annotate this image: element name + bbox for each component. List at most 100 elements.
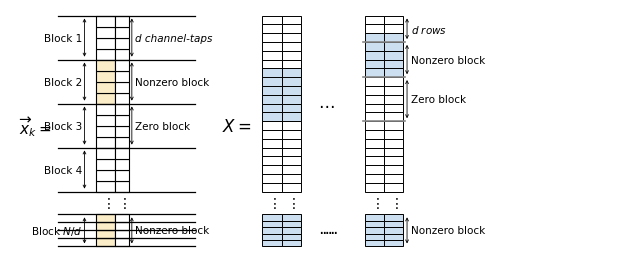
Bar [262, 52, 282, 60]
Bar [262, 95, 282, 104]
Text: Block 2: Block 2 [44, 77, 83, 87]
Bar [365, 25, 384, 34]
Bar [365, 17, 384, 25]
Text: $d$ rows: $d$ rows [411, 24, 447, 36]
Bar [384, 240, 403, 246]
Bar [96, 115, 115, 126]
Bar [115, 104, 129, 115]
Bar [115, 126, 129, 137]
Bar [115, 38, 129, 49]
Bar [365, 148, 384, 157]
Bar [115, 82, 129, 93]
Bar [365, 60, 384, 69]
Text: $\cdots$: $\cdots$ [318, 95, 335, 113]
Text: $\vdots$: $\vdots$ [286, 196, 296, 211]
Bar [384, 25, 403, 34]
Bar [262, 78, 282, 87]
Bar [282, 240, 301, 246]
Bar [282, 148, 301, 157]
Bar [282, 227, 301, 234]
Bar [365, 122, 384, 131]
Bar [262, 240, 282, 246]
Bar [384, 60, 403, 69]
Bar [115, 71, 129, 82]
Bar [262, 234, 282, 240]
Bar [115, 223, 129, 231]
Bar [365, 234, 384, 240]
Bar [282, 113, 301, 122]
Text: d channel-taps: d channel-taps [135, 34, 212, 43]
Text: Nonzero block: Nonzero block [135, 226, 209, 235]
Bar [365, 130, 384, 139]
Bar [262, 34, 282, 43]
Text: $\vdots$: $\vdots$ [369, 196, 380, 211]
Bar [262, 60, 282, 69]
Bar [365, 113, 384, 122]
Text: Nonzero block: Nonzero block [411, 55, 485, 65]
Bar [365, 43, 384, 52]
Bar [282, 122, 301, 131]
Bar [365, 166, 384, 174]
Bar [96, 159, 115, 170]
Bar [262, 130, 282, 139]
Bar [384, 166, 403, 174]
Bar [262, 157, 282, 166]
Bar [384, 43, 403, 52]
Bar [96, 93, 115, 104]
Bar [262, 17, 282, 25]
Bar [262, 69, 282, 78]
Bar [384, 104, 403, 113]
Bar [282, 234, 301, 240]
Bar [282, 60, 301, 69]
Bar [365, 227, 384, 234]
Bar [282, 166, 301, 174]
Bar [96, 170, 115, 181]
Bar [262, 221, 282, 227]
Bar [96, 49, 115, 60]
Bar [282, 34, 301, 43]
Bar [365, 78, 384, 87]
Bar [96, 71, 115, 82]
Bar [96, 231, 115, 239]
Bar [115, 181, 129, 192]
Bar [262, 139, 282, 148]
Bar [282, 157, 301, 166]
Text: Nonzero block: Nonzero block [411, 226, 485, 235]
Bar [282, 78, 301, 87]
Bar [115, 137, 129, 148]
Bar [115, 148, 129, 159]
Text: Zero block: Zero block [135, 121, 190, 131]
Text: Block 1: Block 1 [44, 34, 83, 43]
Bar [365, 69, 384, 78]
Bar [365, 104, 384, 113]
Bar [115, 159, 129, 170]
Bar [96, 148, 115, 159]
Text: Block 3: Block 3 [44, 121, 83, 131]
Text: Nonzero block: Nonzero block [135, 77, 209, 87]
Text: $\vdots$: $\vdots$ [100, 196, 111, 211]
Bar [282, 221, 301, 227]
Bar [384, 69, 403, 78]
Bar [96, 223, 115, 231]
Bar [365, 221, 384, 227]
Bar [365, 157, 384, 166]
Bar [365, 87, 384, 95]
Text: $\cdots$: $\cdots$ [318, 221, 335, 239]
Bar [282, 87, 301, 95]
Bar [115, 239, 129, 246]
Text: $\vdots$: $\vdots$ [267, 196, 277, 211]
Bar [96, 215, 115, 223]
Bar [384, 122, 403, 131]
Bar [365, 174, 384, 183]
Bar [262, 215, 282, 221]
Bar [96, 38, 115, 49]
Bar [96, 181, 115, 192]
Bar [384, 139, 403, 148]
Bar [115, 60, 129, 71]
Bar [115, 231, 129, 239]
Bar [282, 52, 301, 60]
Bar [384, 95, 403, 104]
Bar [96, 60, 115, 71]
Bar [262, 87, 282, 95]
Bar [115, 27, 129, 38]
